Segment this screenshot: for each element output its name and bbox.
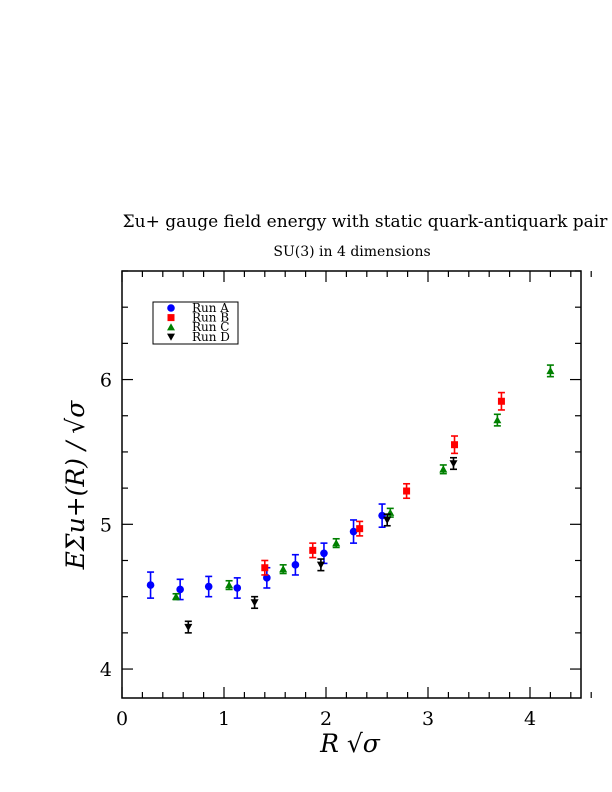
data-point	[309, 546, 317, 554]
legend-label: Run D	[192, 330, 230, 344]
data-point	[451, 441, 459, 449]
y-tick-label: 5	[100, 514, 112, 536]
legend-marker	[167, 304, 175, 312]
data-point	[204, 582, 213, 591]
series-run-a	[146, 503, 386, 601]
data-point	[146, 581, 155, 589]
legend-marker	[167, 323, 175, 331]
data-point	[349, 527, 358, 536]
y-tick-label: 6	[100, 370, 112, 392]
series-run-b	[261, 391, 505, 576]
data-point	[250, 599, 259, 607]
data-point	[439, 465, 448, 473]
data-point	[261, 564, 269, 572]
y-axis-label: EΣu+(R) / √σ	[61, 400, 90, 571]
data-point	[383, 516, 392, 524]
series-run-d	[184, 456, 458, 634]
x-tick-label: 2	[320, 708, 332, 730]
x-axis-label: R √σ	[319, 729, 381, 758]
chart-title: Σu+ gauge field energy with static quark…	[123, 212, 609, 232]
data-point	[497, 397, 505, 405]
data-point	[172, 592, 181, 600]
data-point	[184, 623, 193, 632]
plot-frame	[121, 270, 582, 699]
tick-labels: 0 1 2 3 4 4 5 6	[100, 370, 536, 730]
x-tick-label: 1	[218, 708, 230, 730]
data-point	[233, 584, 242, 592]
axis-ticks	[121, 270, 592, 698]
y-tick-label: 4	[100, 659, 112, 681]
series-run-c	[172, 364, 555, 601]
chart-subtitle: SU(3) in 4 dimensions	[273, 244, 430, 260]
data-marks	[146, 364, 555, 634]
data-point	[279, 565, 288, 573]
data-point	[263, 574, 271, 582]
data-point	[176, 585, 184, 594]
data-point	[320, 549, 328, 558]
data-point	[493, 416, 502, 424]
data-point	[332, 539, 341, 547]
legend-label: Run B	[192, 311, 229, 325]
data-point	[316, 561, 325, 569]
x-tick-label: 4	[524, 708, 536, 730]
data-point	[225, 581, 234, 589]
data-point	[403, 487, 411, 495]
x-tick-label: 0	[116, 708, 128, 730]
legend-marker	[167, 314, 175, 322]
legend-label: Run A	[192, 301, 229, 315]
legend-box	[152, 301, 239, 345]
data-point	[291, 561, 300, 569]
legend-marker	[167, 333, 175, 341]
data-point	[546, 366, 555, 375]
data-point	[449, 460, 458, 468]
x-tick-label: 3	[422, 708, 434, 730]
data-point	[356, 525, 364, 533]
legend-label: Run C	[192, 320, 230, 334]
